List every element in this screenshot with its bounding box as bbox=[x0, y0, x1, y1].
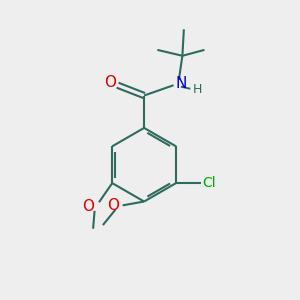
Text: Cl: Cl bbox=[202, 176, 216, 190]
Text: O: O bbox=[107, 198, 119, 213]
Text: O: O bbox=[82, 199, 94, 214]
Text: H: H bbox=[193, 83, 202, 96]
Text: O: O bbox=[104, 75, 116, 90]
Text: N: N bbox=[175, 76, 186, 91]
